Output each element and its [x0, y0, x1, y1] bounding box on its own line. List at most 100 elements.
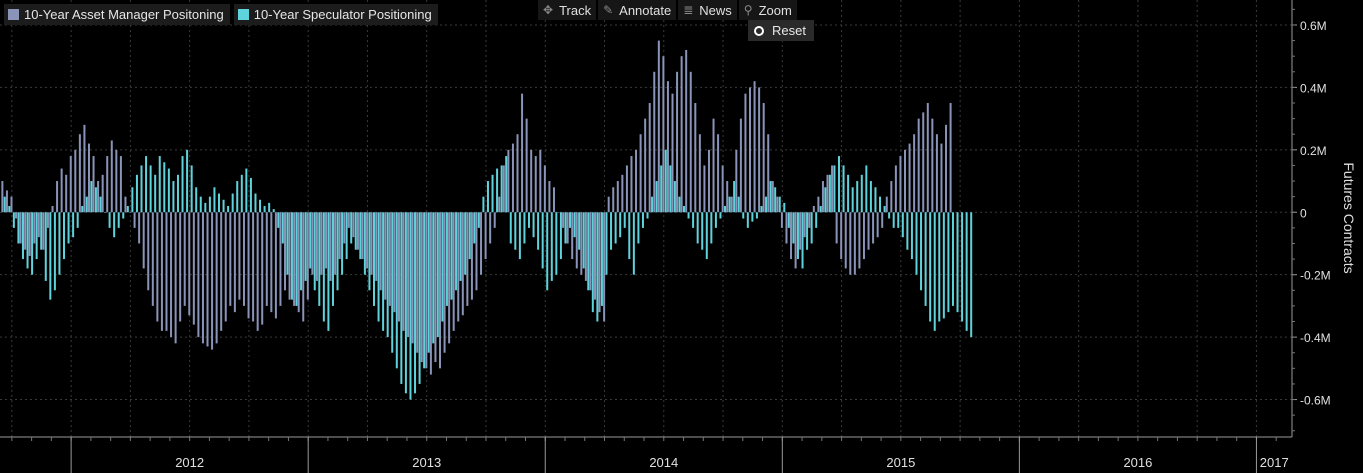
speculator-bar: [600, 212, 603, 306]
asset-manager-bar: [566, 212, 569, 244]
speculator-bar: [701, 212, 704, 250]
asset-manager-bar: [780, 212, 783, 228]
asset-manager-bar: [238, 212, 241, 300]
speculator-bar: [500, 165, 503, 213]
asset-manager-bar: [42, 212, 45, 250]
speculator-bar: [537, 212, 540, 250]
asset-manager-bar: [835, 212, 838, 244]
asset-manager-bar: [352, 212, 355, 238]
speculator-bar: [126, 206, 129, 213]
speculator-bar: [135, 174, 138, 213]
speculator-bar: [587, 212, 590, 291]
asset-manager-bar: [306, 212, 309, 300]
speculator-bar: [628, 212, 631, 260]
speculator-bar: [208, 196, 211, 213]
x-tick-label: 2017: [1260, 455, 1289, 470]
reset-button[interactable]: Reset: [748, 20, 814, 41]
speculator-bar: [395, 212, 398, 369]
speculator-bar: [651, 196, 654, 213]
speculator-bar: [300, 212, 303, 291]
asset-manager-bar: [913, 134, 916, 213]
speculator-bar: [17, 212, 20, 244]
speculator-bar: [824, 187, 827, 213]
asset-manager-bar: [192, 212, 195, 325]
speculator-bar: [268, 202, 271, 213]
speculator-bar: [938, 212, 941, 322]
asset-manager-bar: [493, 212, 496, 228]
x-tick-label: 2012: [175, 455, 204, 470]
speculator-bar: [874, 187, 877, 213]
asset-manager-bar: [557, 212, 560, 213]
asset-manager-bar: [767, 134, 770, 213]
speculator-bar: [441, 212, 444, 322]
reset-label: Reset: [772, 23, 806, 38]
speculator-bar: [550, 212, 553, 281]
speculator-bar: [687, 212, 690, 219]
asset-manager-bar: [571, 212, 574, 260]
speculator-bar: [746, 212, 749, 228]
legend-label-speculator: 10-Year Speculator Positioning: [253, 7, 432, 22]
asset-manager-bar: [10, 196, 13, 213]
speculator-bar: [336, 212, 339, 291]
asset-manager-bar: [539, 149, 542, 213]
speculator-bar: [85, 196, 88, 213]
asset-manager-bar: [425, 212, 428, 369]
zoom-label: Zoom: [758, 2, 792, 18]
speculator-bar: [933, 212, 936, 331]
speculator-bar: [464, 212, 467, 275]
zoom-button[interactable]: ⚲ Zoom: [738, 0, 797, 20]
asset-manager-bar: [397, 212, 400, 322]
asset-manager-bar: [384, 212, 387, 300]
asset-manager-bar: [521, 93, 524, 213]
track-button[interactable]: ✥ Track: [538, 0, 597, 20]
asset-manager-bar: [671, 93, 674, 213]
asset-manager-bar: [698, 134, 701, 213]
asset-manager-bar: [138, 212, 141, 244]
asset-manager-bar: [945, 124, 948, 213]
speculator-bar: [459, 212, 462, 281]
asset-manager-bar: [525, 118, 528, 213]
speculator-bar: [218, 193, 221, 213]
asset-manager-bar: [872, 212, 875, 244]
asset-manager-bar: [220, 212, 223, 331]
speculator-bar: [578, 212, 581, 250]
annotate-button[interactable]: ✎ Annotate: [598, 0, 677, 20]
speculator-bar: [760, 206, 763, 213]
news-button[interactable]: ≣ News: [678, 0, 737, 20]
speculator-bar: [897, 212, 900, 228]
speculator-bar: [755, 212, 758, 219]
asset-manager-bar: [594, 212, 597, 300]
speculator-bar: [737, 196, 740, 213]
speculator-bar: [692, 212, 695, 228]
speculator-bar: [705, 212, 708, 260]
speculator-bar: [810, 212, 813, 244]
speculator-bar: [837, 156, 840, 213]
speculator-bar: [363, 212, 366, 275]
asset-manager-bar: [37, 212, 40, 238]
asset-manager-bar: [484, 212, 487, 260]
asset-manager-bar: [320, 212, 323, 275]
speculator-bar: [956, 212, 959, 313]
chart-toolbar: ✥ Track ✎ Annotate ≣ News ⚲ Zoom: [538, 0, 797, 20]
speculator-bar: [532, 212, 535, 238]
legend-label-asset-manager: 10-Year Asset Manager Positoning: [24, 7, 224, 22]
asset-manager-bar: [110, 140, 113, 213]
legend-item-speculator[interactable]: 10-Year Speculator Positioning: [233, 4, 438, 25]
asset-manager-bar: [229, 212, 232, 306]
speculator-bar: [445, 212, 448, 306]
speculator-bar: [774, 187, 777, 213]
speculator-bar: [145, 156, 148, 213]
asset-manager-bar: [133, 212, 136, 228]
legend-item-asset-manager[interactable]: 10-Year Asset Manager Positoning: [4, 4, 230, 25]
speculator-bar: [573, 212, 576, 238]
asset-manager-bar: [653, 71, 656, 213]
speculator-bar: [714, 212, 717, 228]
asset-manager-bar: [274, 212, 277, 319]
asset-manager-bar: [366, 212, 369, 269]
asset-manager-bar: [931, 118, 934, 213]
asset-manager-bar: [575, 212, 578, 269]
speculator-bar: [724, 206, 727, 213]
asset-manager-bar: [621, 174, 624, 213]
asset-manager-bar: [630, 156, 633, 213]
